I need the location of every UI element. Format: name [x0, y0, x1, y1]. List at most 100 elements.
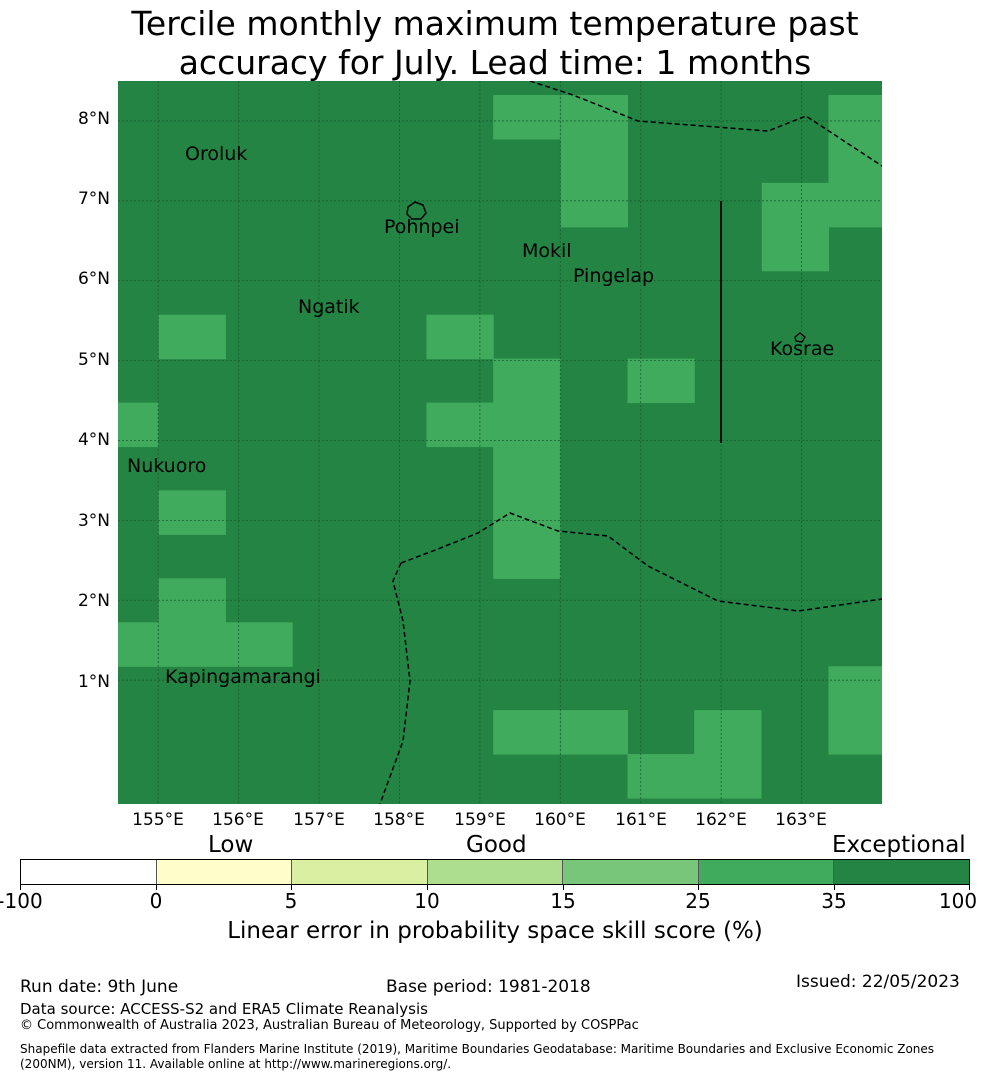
skill-cell — [158, 314, 226, 360]
copyright-notice: © Commonwealth of Australia 2023, Austra… — [20, 1018, 639, 1033]
colorbar-segment — [292, 860, 428, 884]
skill-cell — [493, 710, 561, 755]
colorbar-category-good: Good — [466, 832, 527, 858]
lon-label-155e: 155°E — [132, 810, 184, 830]
colorbar-tick-label: -100 — [0, 889, 43, 913]
skill-cell — [560, 710, 628, 755]
colorbar-segment — [698, 860, 835, 884]
run-date: Run date: 9th June — [20, 977, 179, 997]
skill-cells — [118, 95, 882, 799]
lon-label-156e: 156°E — [212, 810, 264, 830]
island-label-oroluk: Oroluk — [185, 143, 248, 165]
skill-cell — [828, 138, 882, 184]
eez-boundary-south-east — [400, 512, 882, 612]
skill-cell — [225, 622, 293, 667]
skill-cell — [828, 710, 882, 755]
map-title: Tercile monthly maximum temperature past… — [0, 4, 990, 82]
colorbar-segment — [21, 860, 157, 884]
lat-label-1n: 1°N — [77, 672, 110, 692]
data-source: Data source: ACCESS-S2 and ERA5 Climate … — [20, 1000, 428, 1018]
skill-cell — [493, 95, 561, 140]
island-label-kosrae: Kosrae — [770, 338, 835, 360]
base-period: Base period: 1981-2018 — [386, 977, 591, 997]
colorbar-category-exceptional: Exceptional — [832, 832, 966, 858]
issued-date: Issued: 22/05/2023 — [796, 972, 960, 992]
colorbar-tickmark — [969, 885, 970, 890]
map-panel — [118, 81, 882, 804]
colorbar-tickmark — [698, 885, 699, 890]
colorbar-tickmark — [834, 885, 835, 890]
graticule — [118, 81, 882, 804]
island-label-pohnpei: Pohnpei — [384, 216, 460, 238]
skill-cell — [560, 138, 628, 184]
colorbar-axis-label: Linear error in probability space skill … — [227, 918, 763, 944]
lon-label-159e: 159°E — [454, 810, 506, 830]
lat-label-7n: 7°N — [77, 189, 110, 209]
colorbar-tickmark — [563, 885, 564, 890]
lat-label-8n: 8°N — [77, 109, 110, 129]
colorbar-tickmark — [291, 885, 292, 890]
skill-cell — [158, 622, 226, 667]
shapefile-credit-line-1: Shapefile data extracted from Flanders M… — [20, 1042, 935, 1056]
lon-label-161e: 161°E — [615, 810, 667, 830]
lon-label-157e: 157°E — [293, 810, 345, 830]
skill-cell — [560, 95, 628, 140]
colorbar-segment — [563, 860, 699, 884]
lat-label-3n: 3°N — [77, 511, 110, 531]
skill-cell — [158, 490, 226, 535]
map-canvas — [118, 81, 882, 804]
colorbar-tick-label: 35 — [821, 889, 847, 913]
colorbar-segment — [156, 860, 293, 884]
skill-cell — [118, 402, 159, 448]
island-label-ngatik: Ngatik — [298, 296, 360, 318]
lon-label-160e: 160°E — [534, 810, 586, 830]
lon-label-163e: 163°E — [775, 810, 827, 830]
colorbar — [20, 859, 970, 885]
skill-cell — [627, 358, 695, 404]
colorbar-tick-label: 25 — [685, 889, 711, 913]
skill-cell — [828, 95, 882, 140]
lat-label-4n: 4°N — [77, 430, 110, 450]
kosrae-island-shape — [794, 332, 806, 343]
island-label-mokil: Mokil — [522, 240, 572, 262]
skill-cell — [493, 402, 561, 448]
skill-cell — [493, 446, 561, 491]
skill-cell — [627, 754, 695, 799]
skill-cell — [560, 182, 628, 228]
shapefile-credit-line-2: (200NM), version 11. Available online at… — [20, 1057, 452, 1071]
colorbar-tick-label: 100 — [938, 889, 978, 913]
skill-cell — [493, 534, 561, 579]
colorbar-category-low: Low — [208, 832, 254, 858]
island-label-kapingamarangi: Kapingamarangi — [165, 666, 321, 688]
shapefile-credit: Shapefile data extracted from Flanders M… — [20, 1042, 934, 1072]
colorbar-tick-label: 0 — [149, 889, 163, 913]
colorbar-segment — [427, 860, 564, 884]
title-line-2: accuracy for July. Lead time: 1 months — [178, 43, 812, 82]
skill-cell — [118, 622, 159, 667]
lat-label-5n: 5°N — [77, 350, 110, 370]
colorbar-tick-label: 5 — [284, 889, 298, 913]
skill-cell — [426, 402, 494, 448]
colorbar-tick-label: 15 — [550, 889, 576, 913]
skill-cell — [828, 182, 882, 228]
skill-cell — [761, 182, 830, 228]
skill-cell — [828, 666, 882, 711]
skill-cell — [761, 226, 830, 272]
colorbar-tickmark — [156, 885, 157, 890]
colorbar-tick-label: 10 — [414, 889, 440, 913]
island-label-pingelap: Pingelap — [573, 265, 655, 287]
title-line-1: Tercile monthly maximum temperature past — [131, 4, 859, 43]
skill-cell — [426, 314, 494, 360]
colorbar-segment — [834, 860, 970, 884]
lon-label-158e: 158°E — [373, 810, 425, 830]
eez-boundary-south-west — [379, 562, 411, 804]
colorbar-tickmark — [20, 885, 21, 890]
lat-label-6n: 6°N — [77, 269, 110, 289]
skill-cell — [694, 710, 762, 755]
lon-label-162e: 162°E — [695, 810, 747, 830]
colorbar-tickmark — [427, 885, 428, 890]
skill-cell — [694, 754, 762, 799]
lat-label-2n: 2°N — [77, 591, 110, 611]
pohnpei-island-shape — [406, 201, 427, 220]
island-label-nukuoro: Nukuoro — [127, 455, 207, 477]
